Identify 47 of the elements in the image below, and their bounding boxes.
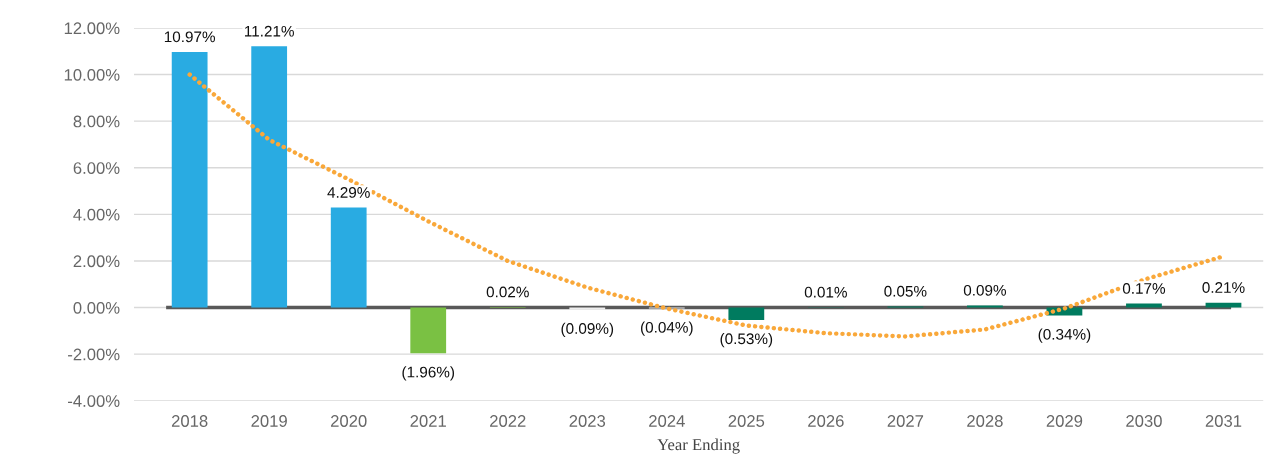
- bar: [569, 307, 606, 310]
- x-tick-label: 2026: [808, 415, 844, 427]
- data-label: 0.21%: [1202, 282, 1245, 293]
- data-label: 0.05%: [884, 285, 927, 297]
- x-tick-label: 2028: [967, 415, 1003, 427]
- data-label: (0.53%): [720, 332, 773, 348]
- y-tick-label: 10.00%: [64, 68, 120, 81]
- bar: [1205, 302, 1242, 308]
- x-tick-label: 2025: [728, 415, 765, 427]
- data-label: 0.17%: [1122, 283, 1166, 294]
- x-tick-label: 2030: [1126, 415, 1162, 427]
- x-tick-label: 2029: [1046, 415, 1083, 427]
- x-tick-label: 2021: [410, 415, 446, 427]
- bar: [728, 307, 765, 320]
- bar: [967, 305, 1003, 308]
- data-label: 11.21%: [244, 25, 294, 37]
- y-tick-label: -2.00%: [68, 348, 120, 361]
- y-tick-label: -4.00%: [68, 395, 120, 407]
- y-tick-label: 4.00%: [73, 208, 120, 221]
- x-tick-label: 2018: [171, 415, 208, 427]
- x-tick-label: 2031: [1205, 415, 1242, 427]
- data-label: 0.09%: [963, 284, 1007, 296]
- y-tick-label: 6.00%: [73, 162, 120, 174]
- bar: [410, 307, 447, 354]
- data-label: 4.29%: [327, 187, 370, 198]
- data-label: (0.04%): [641, 321, 693, 336]
- bar: [330, 207, 367, 308]
- data-label: 0.02%: [486, 286, 529, 298]
- x-tick-label: 2022: [490, 415, 526, 427]
- data-label: (0.09%): [561, 322, 614, 337]
- x-tick-label: 2027: [887, 415, 924, 427]
- y-tick-label: 0.00%: [73, 301, 120, 314]
- x-tick-label: 2024: [649, 415, 685, 427]
- bar: [251, 46, 288, 308]
- y-tick-label: 12.00%: [64, 22, 120, 35]
- bar: [1126, 303, 1162, 308]
- data-label: (0.34%): [1038, 328, 1091, 343]
- data-label: (1.96%): [402, 366, 455, 381]
- data-label: 0.01%: [804, 286, 847, 298]
- y-tick-label: 8.00%: [73, 115, 120, 128]
- bar: [171, 51, 208, 308]
- x-tick-label: 2020: [331, 415, 367, 427]
- x-axis-title: Year Ending: [657, 438, 740, 454]
- y-tick-label: 2.00%: [73, 255, 120, 268]
- x-tick-label: 2023: [569, 415, 606, 427]
- data-label: 10.97%: [164, 31, 216, 43]
- x-tick-label: 2019: [251, 415, 287, 427]
